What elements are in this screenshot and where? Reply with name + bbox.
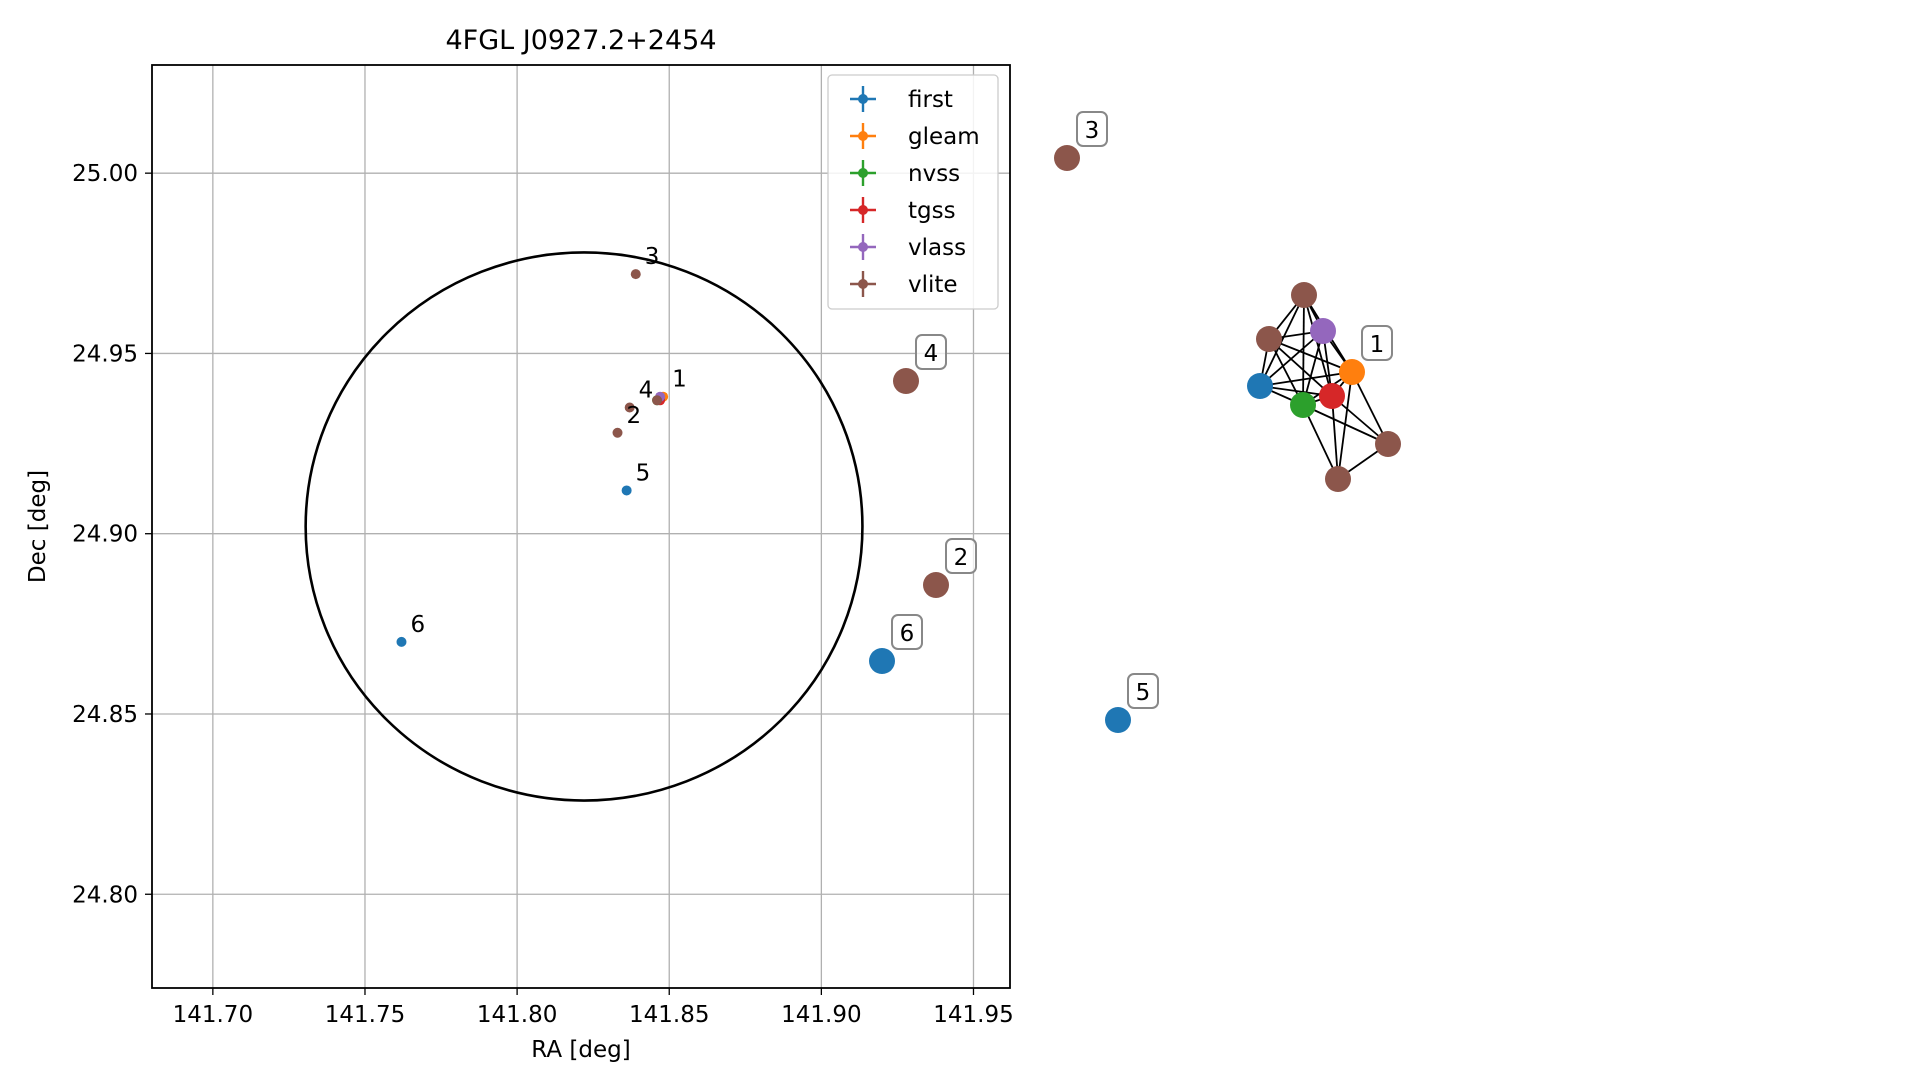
- data-point-vlite: [652, 395, 663, 406]
- point-annotation: 1: [672, 367, 687, 393]
- data-point-vlite: [630, 269, 641, 280]
- point-annotation: 5: [636, 460, 651, 486]
- legend-label-vlass: vlass: [908, 235, 966, 261]
- points-layer: [396, 269, 669, 647]
- y-tick-label: 24.90: [72, 522, 138, 548]
- node-label: 1: [1370, 332, 1385, 358]
- graph-node: [1256, 326, 1282, 352]
- point-annotation: 6: [410, 612, 425, 638]
- node-labels-layer: 1 2 3 4 5 6: [891, 111, 1393, 709]
- legend-marker-dot: [858, 279, 868, 289]
- graph-node: [1247, 373, 1273, 399]
- node-label-box: [1127, 673, 1159, 709]
- legend-box: [827, 74, 999, 310]
- graph-node: [1319, 383, 1345, 409]
- node-label-box: [1361, 325, 1393, 361]
- legend-marker-dot: [858, 131, 868, 141]
- node-label-box: [1076, 111, 1108, 147]
- graph-node: [1339, 359, 1365, 385]
- y-tick-label: 24.85: [72, 702, 138, 728]
- graph-node: [1375, 431, 1401, 457]
- x-tick-label: 141.70: [173, 1002, 253, 1028]
- graph-edge: [1259, 371, 1353, 387]
- node-label-box: [915, 334, 947, 370]
- point-annotation: 4: [639, 378, 654, 404]
- graph-node: [1054, 145, 1080, 171]
- error-ellipse-layer: [304, 251, 864, 802]
- legend: first gleam nvss tgss vlass vlite: [827, 74, 999, 310]
- graph-edge: [1331, 395, 1339, 480]
- point-annotation: 2: [627, 403, 642, 429]
- x-tick-label: 141.75: [325, 1002, 405, 1028]
- legend-marker-dot: [858, 205, 868, 215]
- node-label: 4: [924, 341, 939, 367]
- error-ellipse: [304, 251, 864, 802]
- axes-frame: [151, 64, 1011, 989]
- legend-marker-dot: [858, 168, 868, 178]
- y-tick-label: 25.00: [72, 161, 138, 187]
- data-point-vlite: [612, 427, 623, 438]
- node-label: 2: [954, 545, 969, 571]
- graph-node: [1325, 466, 1351, 492]
- legend-label-first: first: [908, 87, 953, 113]
- legend-label-nvss: nvss: [908, 161, 960, 187]
- x-tick-label: 141.85: [629, 1002, 709, 1028]
- graph-node: [1310, 318, 1336, 344]
- nodes-layer: [869, 145, 1401, 733]
- legend-label-vlite: vlite: [908, 272, 958, 298]
- annotations-layer: 1 2 3 4 5 6: [410, 244, 686, 638]
- y-tick-label: 24.95: [72, 341, 138, 367]
- x-tick-label: 141.80: [477, 1002, 557, 1028]
- graph-edge: [1268, 338, 1333, 397]
- data-point-first: [396, 636, 407, 647]
- legend-label-tgss: tgss: [908, 198, 956, 224]
- graph-edge: [1259, 294, 1305, 387]
- node-label-box: [945, 538, 977, 574]
- graph-edge: [1337, 371, 1353, 480]
- y-axis-label: Dec [deg]: [25, 470, 51, 583]
- x-tick-label: 141.90: [781, 1002, 861, 1028]
- graph-edge: [1302, 404, 1339, 480]
- chart-title: 4FGL J0927.2+2454: [445, 25, 716, 56]
- graph-edge: [1351, 371, 1389, 445]
- graph-edge: [1303, 294, 1333, 397]
- data-point-vlite: [624, 402, 635, 413]
- graph-node: [869, 648, 895, 674]
- point-annotation: 3: [645, 244, 660, 270]
- legend-label-gleam: gleam: [908, 124, 980, 150]
- ticks-layer: 141.70 141.75 141.80 141.85 141.90 141.95 24.8…: [72, 161, 1014, 1028]
- graph-node: [893, 368, 919, 394]
- node-label-box: [891, 614, 923, 650]
- graph-node: [923, 572, 949, 598]
- graph-edge: [1302, 294, 1305, 406]
- legend-marker-dot: [858, 242, 868, 252]
- node-label: 5: [1136, 680, 1151, 706]
- x-axis-label: RA [deg]: [531, 1037, 630, 1063]
- graph-node: [1290, 392, 1316, 418]
- legend-marker-dot: [858, 94, 868, 104]
- graph-node: [1291, 282, 1317, 308]
- graph-node: [1105, 707, 1131, 733]
- data-point-first: [621, 485, 632, 496]
- x-tick-label: 141.95: [933, 1002, 1013, 1028]
- node-label: 6: [900, 621, 915, 647]
- node-label: 3: [1085, 118, 1100, 144]
- graph-edge: [1268, 338, 1353, 373]
- crossmatch-network-graph: 1 2 3 4 5 6: [869, 111, 1401, 733]
- y-tick-label: 24.80: [72, 882, 138, 908]
